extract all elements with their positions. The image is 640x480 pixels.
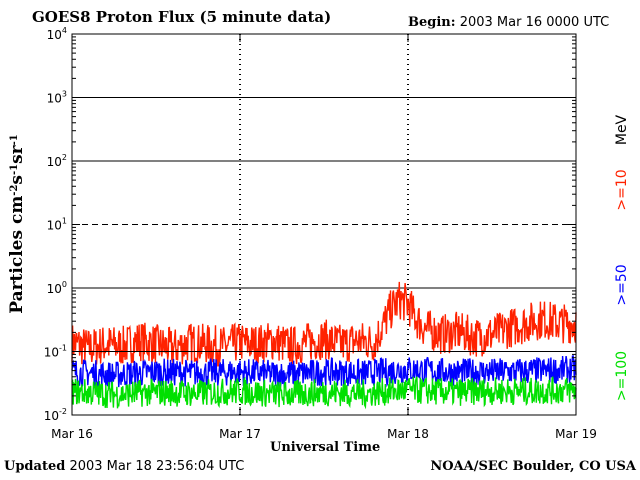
y-tick-label: 101 [47,217,67,233]
x-tick-label: Mar 16 [51,427,93,441]
updated-value: 2003 Mar 18 23:56:04 UTC [69,459,245,474]
y-tick-label: 10-1 [44,344,67,360]
credit-text: NOAA/SEC Boulder, CO USA [430,459,636,474]
legend-label: MeV [614,114,630,145]
x-tick-label: Mar 19 [555,427,597,441]
legend-label: >=100 [614,351,630,401]
legend: MeV >=10 >=50 >=100 [614,114,630,401]
x-tick-label: Mar 18 [387,427,429,441]
y-tick-label: 10-2 [44,407,67,423]
legend-label: >=10 [614,169,630,210]
y-tick-label: 104 [47,26,67,42]
y-axis-label: Particles cm-2s-1sr-1 [7,134,27,314]
series-line [71,281,577,367]
tick-layer: 10-2 10-1 100 101 102 103 104 Mar 16 Mar 17 Mar 1… [44,26,597,441]
series-line [71,354,577,389]
x-axis-label: Universal Time [270,440,381,455]
grid-layer [72,34,576,415]
begin-time: Begin: 2003 Mar 16 0000 UTC [408,15,609,30]
chart-title: GOES8 Proton Flux (5 minute data) [32,8,332,26]
begin-label: Begin: [408,15,456,30]
y-tick-label: 102 [47,153,67,169]
data-layer [71,281,577,410]
legend-label: >=50 [614,264,630,305]
series-line [71,376,577,410]
updated-time: Updated 2003 Mar 18 23:56:04 UTC [4,459,244,474]
y-tick-label: 100 [47,280,67,296]
x-tick-label: Mar 17 [219,427,261,441]
y-tick-label: 103 [47,90,67,106]
updated-label: Updated [4,459,66,474]
begin-value: 2003 Mar 16 0000 UTC [459,15,610,30]
